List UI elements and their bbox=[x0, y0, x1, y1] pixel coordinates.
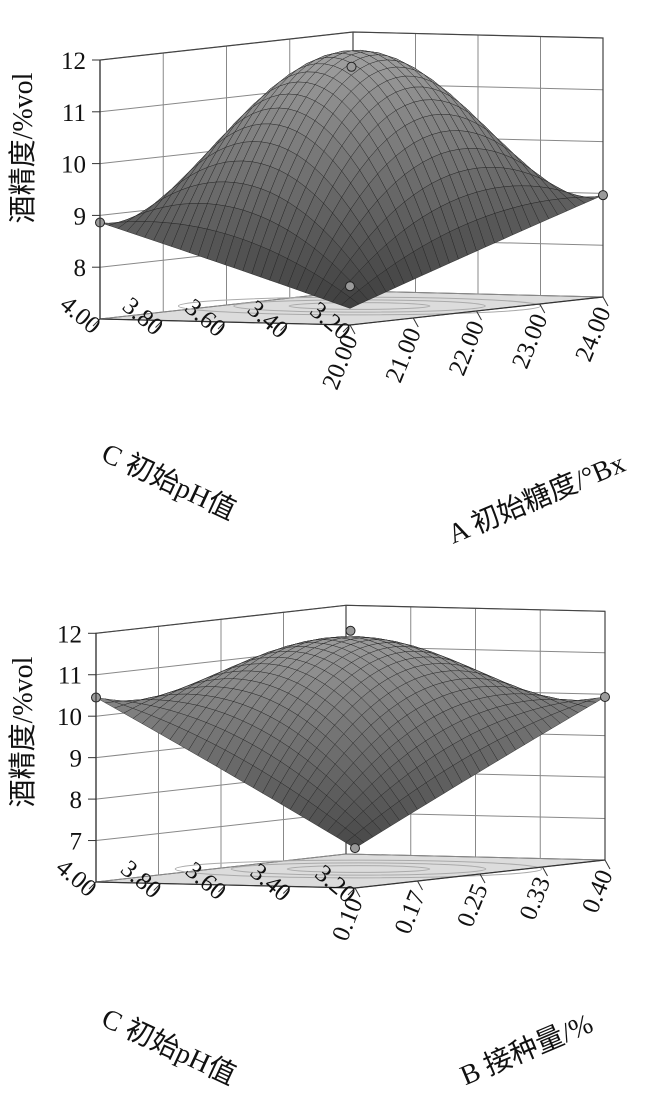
x-tick-label: 0.40 bbox=[577, 866, 618, 917]
x-tick-label: 21.00 bbox=[381, 324, 427, 386]
z-tick-label: 11 bbox=[62, 100, 86, 127]
y-tick-mark bbox=[218, 884, 226, 893]
response-surface bbox=[95, 636, 606, 849]
z-tick-label: 9 bbox=[74, 203, 87, 230]
contour-line bbox=[286, 865, 431, 873]
x-tick-mark bbox=[602, 296, 609, 307]
contour-line bbox=[174, 859, 543, 879]
z-tick-label: 8 bbox=[74, 255, 87, 282]
response-surface bbox=[99, 49, 604, 309]
y-axis-label: C 初始pH值 bbox=[97, 437, 241, 527]
z-tick-label: 8 bbox=[70, 787, 83, 814]
design-point bbox=[350, 843, 360, 854]
z-tick-label: 12 bbox=[57, 621, 82, 648]
x-tick-mark bbox=[417, 880, 423, 891]
y-tick-mark bbox=[342, 324, 351, 333]
y-tick-label: 3.60 bbox=[180, 294, 231, 343]
y-tick-mark bbox=[155, 320, 163, 328]
y-tick-mark bbox=[282, 886, 291, 894]
design-point bbox=[346, 61, 357, 72]
x-tick-mark bbox=[354, 887, 361, 898]
contour-line bbox=[230, 862, 487, 876]
x-tick-mark bbox=[349, 324, 356, 335]
design-point bbox=[598, 190, 608, 201]
z-tick-label: 11 bbox=[58, 663, 82, 690]
x-tick-label: 23.00 bbox=[507, 310, 553, 372]
surface-cell bbox=[345, 834, 365, 849]
x-tick-mark bbox=[479, 873, 486, 884]
y-tick-mark bbox=[153, 883, 162, 891]
z-axis-label: 酒精度/%vol bbox=[7, 72, 39, 223]
z-tick-label: 10 bbox=[61, 152, 86, 179]
design-point bbox=[600, 692, 610, 703]
y-tick-mark bbox=[88, 881, 97, 890]
z-tick-label: 12 bbox=[61, 48, 86, 75]
floor-contours bbox=[174, 859, 543, 879]
y-tick-label: 4.00 bbox=[55, 291, 106, 340]
x-tick-label: 0.25 bbox=[452, 880, 493, 931]
x-tick-mark bbox=[539, 303, 546, 314]
y-axis-label: C 初始pH值 bbox=[97, 1002, 241, 1092]
y-tick-mark bbox=[347, 887, 356, 896]
design-point bbox=[345, 625, 356, 636]
x-tick-mark bbox=[476, 310, 482, 321]
y-tick-label: 3.60 bbox=[180, 857, 231, 906]
z-tick-label: 10 bbox=[57, 704, 82, 731]
design-points bbox=[91, 625, 610, 854]
y-tick-label: 4.00 bbox=[51, 854, 102, 903]
x-tick-mark bbox=[604, 859, 611, 870]
z-tick-label: 9 bbox=[70, 746, 83, 773]
y-tick-mark bbox=[217, 321, 226, 330]
x-tick-mark bbox=[542, 866, 548, 877]
y-tick-label: 3.80 bbox=[117, 292, 168, 341]
z-tick-label: 7 bbox=[70, 829, 83, 856]
y-tick-mark bbox=[92, 318, 101, 327]
x-tick-label: 0.33 bbox=[515, 873, 556, 924]
x-tick-label: 22.00 bbox=[444, 317, 490, 379]
x-tick-label: 24.00 bbox=[570, 303, 616, 365]
design-point bbox=[345, 281, 355, 292]
x-tick-label: 0.17 bbox=[390, 887, 431, 938]
z-axis-label: 酒精度/%vol bbox=[7, 656, 39, 807]
surface-cell bbox=[340, 297, 360, 309]
x-axis-label: A 初始糖度/°Bx bbox=[443, 447, 630, 550]
y-tick-mark bbox=[280, 323, 288, 331]
x-axis-label: B 接种量/% bbox=[455, 1007, 597, 1091]
x-tick-mark bbox=[412, 317, 419, 328]
